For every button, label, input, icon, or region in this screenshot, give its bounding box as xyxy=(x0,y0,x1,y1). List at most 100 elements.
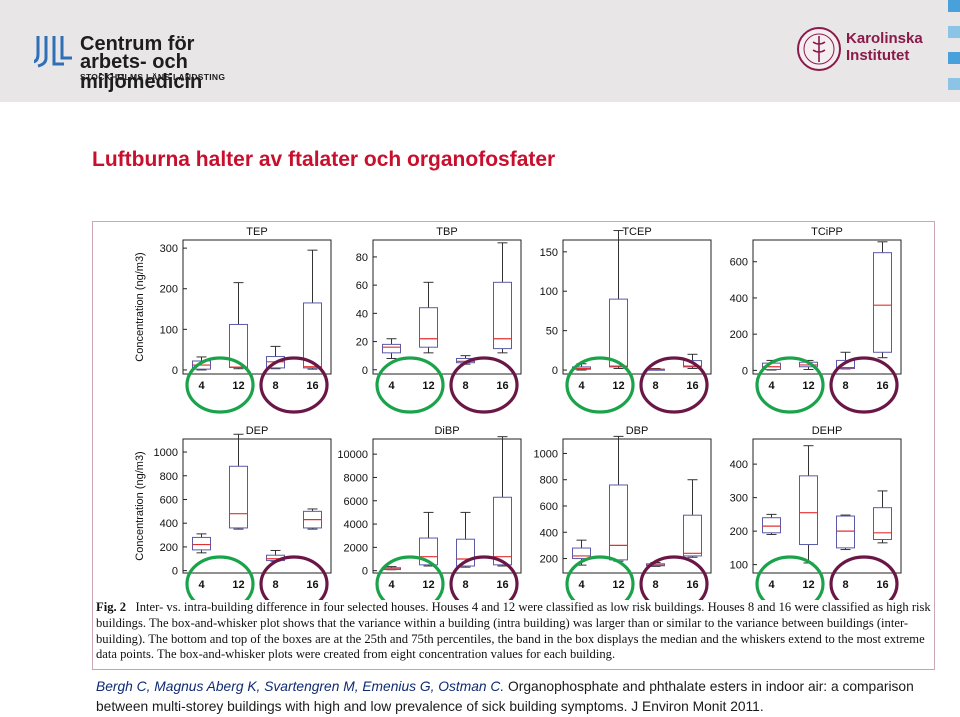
box-12 xyxy=(229,282,248,370)
box-8 xyxy=(266,345,285,370)
figure-panel: TEP 0 100 200 300 Concentration (ng/m3) 4 12 8 16… xyxy=(92,221,935,670)
y-tick-label: 2000 xyxy=(344,542,368,554)
x-tick-label: 12 xyxy=(232,380,244,392)
box-16 xyxy=(493,242,512,354)
x-tick-label: 4 xyxy=(198,579,205,591)
high-risk-highlight xyxy=(639,356,709,414)
iqr-box xyxy=(192,536,211,551)
iqr-box xyxy=(799,475,818,546)
subplot-dehp: DEHP 100 200 300 400 4 12 8 16 xyxy=(730,425,902,600)
slide-header: Centrum för arbets- och miljömedicin STO… xyxy=(0,0,960,102)
y-tick-label: 60 xyxy=(356,280,368,292)
subplot-title: TEP xyxy=(246,226,267,238)
plot-frame xyxy=(752,239,902,375)
high-risk-highlight xyxy=(449,555,519,600)
low-risk-highlight xyxy=(755,356,825,414)
x-tick-label: 12 xyxy=(612,579,624,591)
x-tick-label: 4 xyxy=(388,579,395,591)
x-tick-label: 12 xyxy=(422,579,434,591)
box-12 xyxy=(419,281,438,354)
iqr-box xyxy=(419,307,438,348)
karolinska-wordmark: Karolinska Institutet xyxy=(846,30,923,64)
x-tick-label: 16 xyxy=(496,380,508,392)
box-12 xyxy=(799,445,818,564)
y-tick-label: 200 xyxy=(160,542,178,554)
subplot-dibp: DiBP 0 2000 4000 6000 8000 10000 4 12 8 16 xyxy=(337,425,522,600)
iqr-box xyxy=(836,515,855,549)
low-risk-highlight xyxy=(565,356,635,414)
box-4 xyxy=(762,513,781,535)
iqr-box xyxy=(382,343,401,354)
y-tick-label: 600 xyxy=(730,257,748,269)
high-risk-highlight xyxy=(639,555,709,600)
plot-frame xyxy=(562,239,712,375)
box-4 xyxy=(192,533,211,554)
caption-text: Inter- vs. intra-building difference in … xyxy=(96,600,931,662)
y-tick-label: 200 xyxy=(540,554,558,566)
subplot-dbp: DBP 200 400 600 800 1000 4 12 8 16 xyxy=(534,425,712,600)
x-tick-label: 4 xyxy=(198,380,205,392)
x-tick-label: 12 xyxy=(612,380,624,392)
y-tick-label: 100 xyxy=(540,286,558,298)
y-tick-label: 80 xyxy=(356,252,368,264)
decorative-squares xyxy=(948,0,960,90)
y-axis-label: Concentration (ng/m3) xyxy=(134,252,146,361)
box-16 xyxy=(873,241,892,359)
y-tick-label: 800 xyxy=(540,475,558,487)
y-tick-label: 8000 xyxy=(344,472,368,484)
iqr-box xyxy=(303,302,322,369)
y-tick-label: 400 xyxy=(730,459,748,471)
reference-authors: Bergh C, Magnus Aberg K, Svartengren M, … xyxy=(96,679,505,694)
subplot-title: DBP xyxy=(626,425,649,437)
y-tick-label: 300 xyxy=(730,493,748,505)
x-tick-label: 8 xyxy=(842,380,848,392)
y-tick-label: 40 xyxy=(356,308,368,320)
high-risk-highlight xyxy=(259,555,329,600)
low-risk-highlight xyxy=(565,555,635,600)
y-tick-label: 0 xyxy=(362,365,368,377)
iqr-box xyxy=(609,484,628,561)
subplot-title: TBP xyxy=(436,226,457,238)
jll-logo-icon xyxy=(34,36,72,68)
x-tick-label: 16 xyxy=(876,579,888,591)
subplot-title: DEP xyxy=(246,425,269,437)
y-tick-label: 400 xyxy=(730,293,748,305)
x-tick-label: 12 xyxy=(232,579,244,591)
y-tick-label: 20 xyxy=(356,337,368,349)
low-risk-highlight xyxy=(185,356,255,414)
iqr-box xyxy=(493,281,512,350)
x-tick-label: 8 xyxy=(652,380,658,392)
karolinska-logo: Karolinska Institutet xyxy=(796,24,923,76)
box-16 xyxy=(683,353,702,369)
x-tick-label: 16 xyxy=(686,380,698,392)
x-tick-label: 12 xyxy=(802,380,814,392)
subplot-title: DiBP xyxy=(434,425,459,437)
figure-caption: Fig. 2 Inter- vs. intra-building differe… xyxy=(96,600,932,663)
x-tick-label: 4 xyxy=(578,579,585,591)
y-tick-label: 0 xyxy=(172,566,178,578)
y-tick-label: 0 xyxy=(172,365,178,377)
box-4 xyxy=(382,338,401,359)
box-16 xyxy=(303,508,322,530)
cfa-logo-line1: Centrum för xyxy=(80,33,195,55)
x-tick-label: 16 xyxy=(306,380,318,392)
cfa-logo: Centrum för arbets- och miljömedicin STO… xyxy=(34,33,294,92)
iqr-box xyxy=(836,359,855,370)
y-tick-label: 300 xyxy=(160,243,178,255)
box-12 xyxy=(609,435,628,562)
y-tick-label: 4000 xyxy=(344,519,368,531)
x-tick-label: 4 xyxy=(768,380,775,392)
iqr-box xyxy=(609,298,628,368)
box-12 xyxy=(419,511,438,567)
subplot-tcep: TCEP 0 50 100 150 4 12 8 16 xyxy=(540,226,712,414)
subplot-title: TCiPP xyxy=(811,226,843,238)
plot-frame xyxy=(372,239,522,375)
y-tick-label: 200 xyxy=(730,329,748,341)
iqr-box xyxy=(683,514,702,557)
plot-frame xyxy=(182,438,332,574)
y-tick-label: 1000 xyxy=(154,447,178,459)
box-16 xyxy=(303,249,322,370)
slide-title: Luftburna halter av ftalater och organof… xyxy=(92,148,556,171)
y-tick-label: 400 xyxy=(160,518,178,530)
subplot-dep: DEP 0 200 400 600 800 1000 Concentration (ng/m3… xyxy=(134,425,332,600)
